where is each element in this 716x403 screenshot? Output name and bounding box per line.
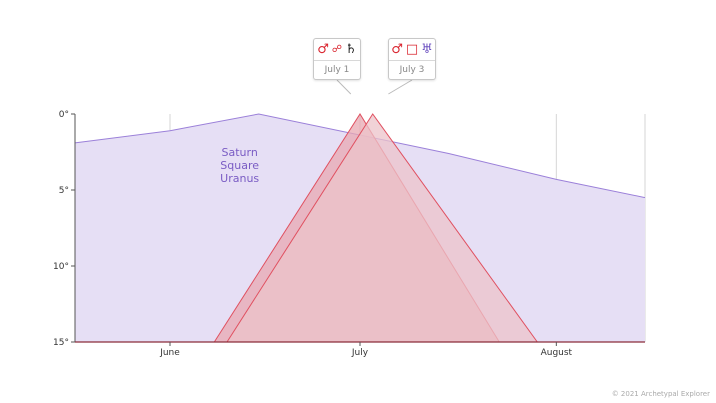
area-line-2 [226,113,538,343]
callout-leader [336,79,352,95]
y-tick-label: 0° [59,110,69,120]
callout-leader [388,79,413,95]
series-label-saturn-square-uranus: Saturn Square Uranus [220,146,259,185]
x-tick-label: June [159,348,180,358]
callout-leader-lines [336,79,413,95]
y-tick-label: 10° [53,262,69,272]
y-tick-label: 15° [53,338,69,348]
y-axis-labels: 0° 5° 10° 15° [53,110,69,348]
y-tick-label: 5° [59,186,69,196]
area-fill-2 [227,114,538,342]
aspect-glyphs: ♂ ☍ ♄ [314,39,360,61]
aspect-glyphs: ♂ □ ♅ [389,39,435,61]
mars-icon: ♂ [391,42,403,57]
transit-areas [74,113,646,343]
callout-date: July 3 [399,65,425,75]
copyright-notice: © 2021 Archetypal Explorer [611,390,710,398]
opposition-icon: ☍ [331,43,343,55]
mars-icon: ♂ [317,42,329,57]
saturn-icon: ♄ [345,42,357,57]
axes [71,113,645,346]
x-axis-labels: June July August [159,348,572,358]
callout-mars-opposition-saturn[interactable]: ♂ ☍ ♄ July 1 [313,38,361,80]
callout-mars-square-uranus[interactable]: ♂ □ ♅ July 3 [388,38,436,80]
square-icon: □ [405,42,419,57]
uranus-icon: ♅ [421,42,433,57]
x-tick-label: August [541,348,573,358]
x-tick-label: July [351,348,369,358]
callout-date: July 1 [324,65,350,75]
